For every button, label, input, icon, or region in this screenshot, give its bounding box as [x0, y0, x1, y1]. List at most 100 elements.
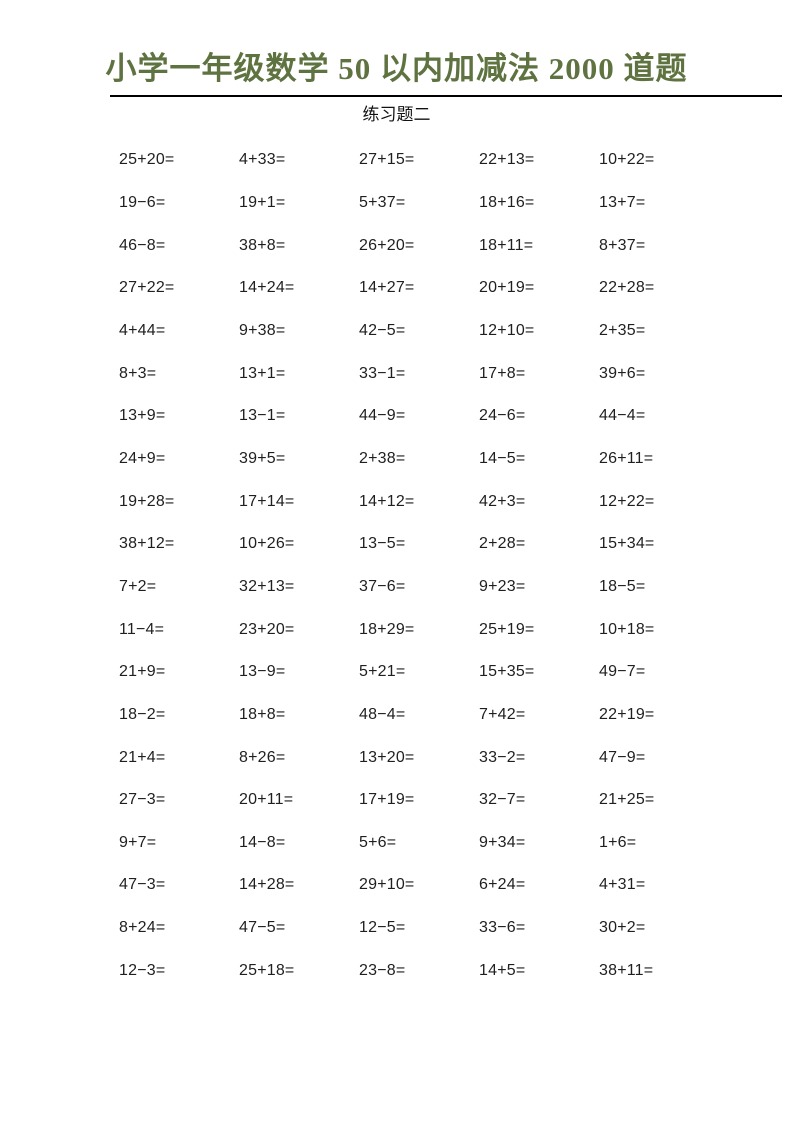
- problem-cell: 14−5=: [479, 449, 526, 467]
- problem-cell: 24+9=: [119, 449, 166, 467]
- problem-cell: 14+28=: [239, 876, 295, 894]
- problem-cell: 25+18=: [239, 961, 295, 979]
- problem-cell: 47−9=: [599, 748, 646, 766]
- problem-cell: 5+6=: [359, 833, 397, 851]
- problem-cell: 19−6=: [119, 193, 166, 211]
- problem-cell: 10+18=: [599, 620, 655, 638]
- problem-cell: 14+12=: [359, 492, 415, 510]
- problem-cell: 5+37=: [359, 193, 406, 211]
- problem-cell: 8+3=: [119, 364, 157, 382]
- problem-cell: 47−5=: [239, 919, 286, 937]
- problem-cell: 13−1=: [239, 407, 286, 425]
- problem-cell: 20+19=: [479, 279, 535, 297]
- problem-cell: 39+5=: [239, 449, 286, 467]
- title-underline: [110, 95, 782, 97]
- problem-cell: 12−3=: [119, 961, 166, 979]
- problem-cell: 2+38=: [359, 449, 406, 467]
- problem-cell: 21+25=: [599, 791, 655, 809]
- problem-cell: 5+21=: [359, 663, 406, 681]
- problem-cell: 33−2=: [479, 748, 526, 766]
- problem-cell: 30+2=: [599, 919, 646, 937]
- problem-cell: 10+22=: [599, 151, 655, 169]
- problem-cell: 18+16=: [479, 193, 535, 211]
- problem-cell: 9+38=: [239, 321, 286, 339]
- problem-cell: 27−3=: [119, 791, 166, 809]
- problem-cell: 38+11=: [599, 961, 654, 979]
- problem-cell: 13−5=: [359, 535, 406, 553]
- problem-cell: 37−6=: [359, 577, 406, 595]
- problem-cell: 12+22=: [599, 492, 655, 510]
- problem-cell: 18+11=: [479, 236, 534, 254]
- problem-cell: 13+9=: [119, 407, 166, 425]
- problem-cell: 7+2=: [119, 577, 157, 595]
- problem-cell: 21+9=: [119, 663, 166, 681]
- problem-cell: 13+7=: [599, 193, 646, 211]
- problem-cell: 38+12=: [119, 535, 175, 553]
- problem-cell: 26+20=: [359, 236, 415, 254]
- problem-cell: 39+6=: [599, 364, 646, 382]
- problem-cell: 13+20=: [359, 748, 415, 766]
- problem-cell: 23+20=: [239, 620, 295, 638]
- problem-cell: 8+37=: [599, 236, 646, 254]
- problem-cell: 22+13=: [479, 151, 535, 169]
- page-subtitle: 练习题二: [362, 105, 431, 124]
- page-title: 小学一年级数学 50 以内加减法 2000 道题: [105, 51, 688, 86]
- problem-cell: 46−8=: [119, 236, 166, 254]
- problem-cell: 14+5=: [479, 961, 526, 979]
- problem-cell: 9+23=: [479, 577, 526, 595]
- problem-cell: 10+26=: [239, 535, 295, 553]
- problem-cell: 42+3=: [479, 492, 526, 510]
- problem-cell: 11−4=: [119, 620, 165, 638]
- problem-cell: 32−7=: [479, 791, 526, 809]
- problem-cell: 17+19=: [359, 791, 415, 809]
- problem-cell: 17+14=: [239, 492, 295, 510]
- problem-cell: 44−9=: [359, 407, 406, 425]
- problem-cell: 12−5=: [359, 919, 406, 937]
- problem-cell: 13+1=: [239, 364, 286, 382]
- problems-grid: 25+20= 4+33= 27+15= 22+13= 10+22= 19−6= 19+1= 5…: [119, 139, 719, 992]
- problem-cell: 1+6=: [599, 833, 637, 851]
- problem-cell: 14+24=: [239, 279, 295, 297]
- problem-cell: 27+15=: [359, 151, 415, 169]
- problem-cell: 33−6=: [479, 919, 526, 937]
- problem-cell: 27+22=: [119, 279, 175, 297]
- problem-cell: 21+4=: [119, 748, 166, 766]
- problem-cell: 26+11=: [599, 449, 654, 467]
- problem-cell: 2+35=: [599, 321, 646, 339]
- problem-cell: 25+19=: [479, 620, 535, 638]
- problem-cell: 24−6=: [479, 407, 526, 425]
- problem-cell: 14+27=: [359, 279, 415, 297]
- problem-cell: 8+26=: [239, 748, 286, 766]
- problem-cell: 7+42=: [479, 705, 526, 723]
- problem-cell: 6+24=: [479, 876, 526, 894]
- problem-cell: 13−9=: [239, 663, 286, 681]
- problem-cell: 15+34=: [599, 535, 655, 553]
- problem-cell: 15+35=: [479, 663, 535, 681]
- problem-cell: 32+13=: [239, 577, 295, 595]
- problem-cell: 18−2=: [119, 705, 166, 723]
- problem-cell: 48−4=: [359, 705, 406, 723]
- problem-cell: 2+28=: [479, 535, 526, 553]
- problem-cell: 4+31=: [599, 876, 646, 894]
- problem-cell: 8+24=: [119, 919, 166, 937]
- problem-cell: 20+11=: [239, 791, 294, 809]
- problem-cell: 29+10=: [359, 876, 415, 894]
- problem-cell: 22+19=: [599, 705, 655, 723]
- problem-cell: 18+29=: [359, 620, 415, 638]
- problem-cell: 44−4=: [599, 407, 646, 425]
- problem-cell: 23−8=: [359, 961, 406, 979]
- problem-cell: 14−8=: [239, 833, 286, 851]
- problem-cell: 42−5=: [359, 321, 406, 339]
- problem-cell: 22+28=: [599, 279, 655, 297]
- problem-cell: 9+34=: [479, 833, 526, 851]
- problem-cell: 33−1=: [359, 364, 406, 382]
- problem-cell: 38+8=: [239, 236, 286, 254]
- problem-cell: 9+7=: [119, 833, 157, 851]
- problem-cell: 4+33=: [239, 151, 286, 169]
- problem-cell: 18−5=: [599, 577, 646, 595]
- problem-cell: 19+28=: [119, 492, 175, 510]
- problem-cell: 18+8=: [239, 705, 286, 723]
- problem-cell: 12+10=: [479, 321, 535, 339]
- problem-cell: 19+1=: [239, 193, 286, 211]
